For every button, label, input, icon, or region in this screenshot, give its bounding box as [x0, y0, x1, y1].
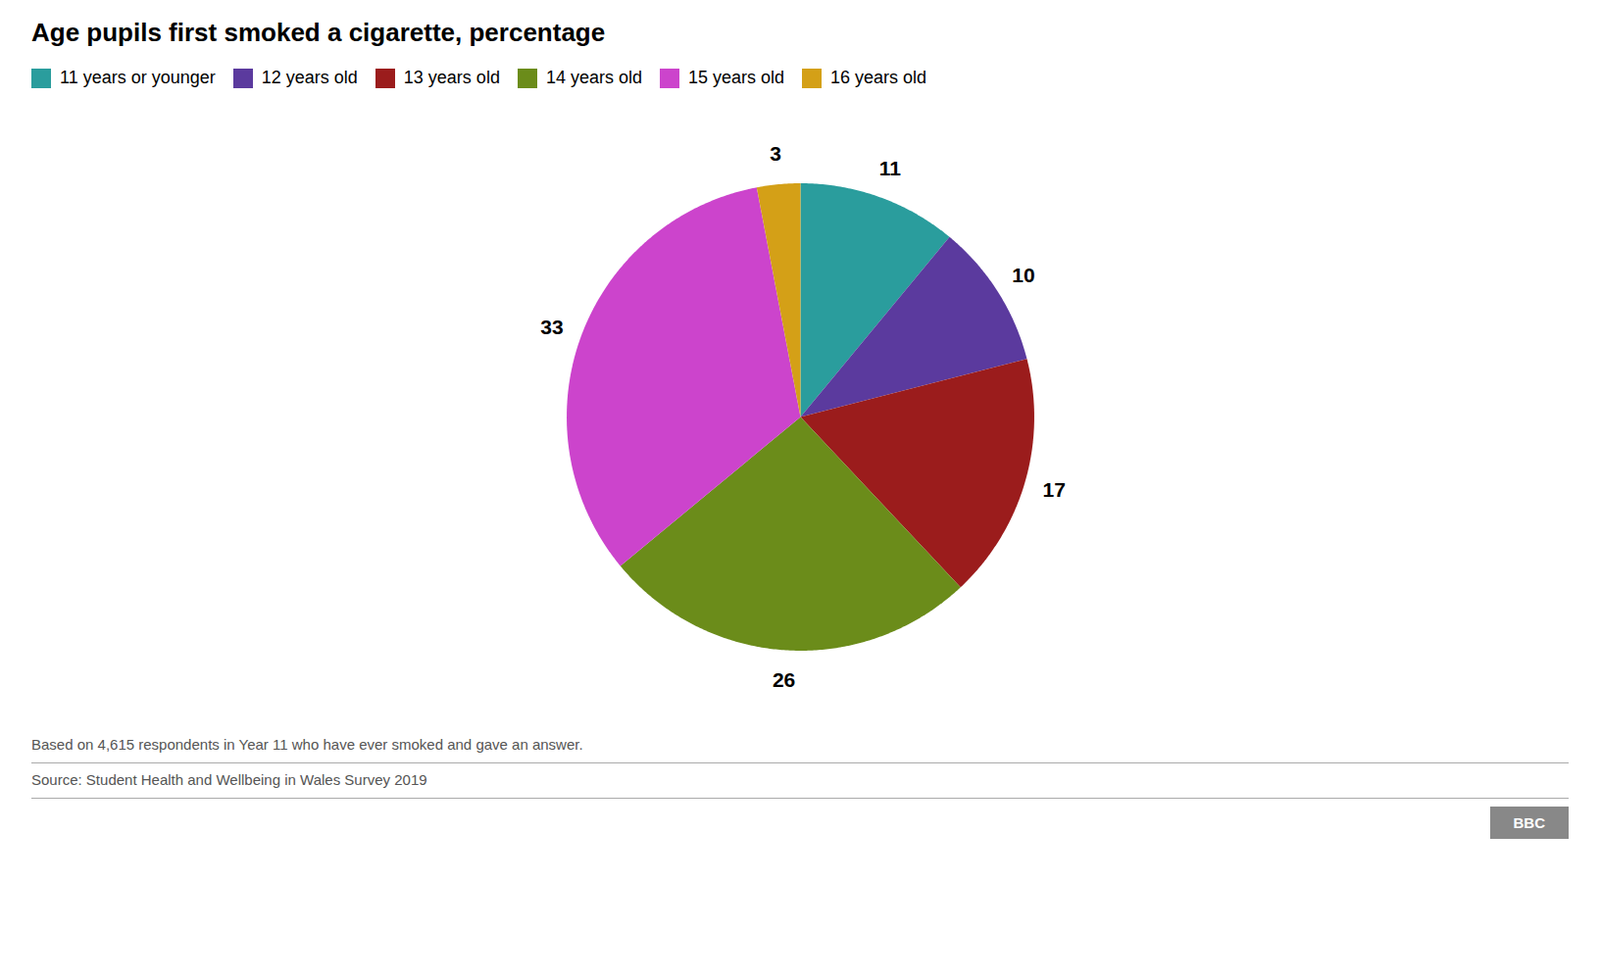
html-text:Age pupils first smoked a ciga: Age pupils first smoked a cigarette, per… — [31, 17, 606, 48]
html-text:12 years old: 12 years old — [261, 67, 358, 88]
html-text:15 years old: 15 years old — [688, 67, 785, 88]
svg-text:26: 26 — [772, 668, 796, 692]
svg-text:17: 17 — [1043, 478, 1066, 501]
html-text:Source: Student Health and Wel: Source: Student Health and Wellbeing in … — [31, 771, 428, 789]
html-text:BBC: BBC — [1513, 814, 1546, 832]
html-text:Based on 4,615 respondents in: Based on 4,615 respondents in Year 11 wh… — [31, 736, 583, 753]
svg-text:3: 3 — [769, 142, 782, 165]
html-text:16 years old: 16 years old — [830, 67, 927, 88]
svg-text:33: 33 — [540, 315, 563, 339]
html-text:13 years old: 13 years old — [403, 67, 500, 88]
html-text:11 years or younger: 11 years or younger — [59, 67, 216, 88]
svg-text:10: 10 — [1011, 263, 1035, 287]
svg-text:11: 11 — [879, 156, 902, 180]
html-text:14 years old: 14 years old — [545, 67, 643, 88]
